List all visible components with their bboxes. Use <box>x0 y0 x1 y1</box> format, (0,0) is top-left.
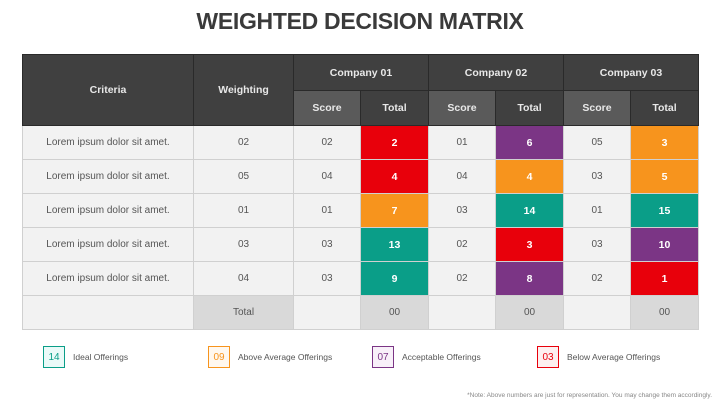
score-cell: 01 <box>563 193 631 228</box>
score-cell: 02 <box>428 261 496 296</box>
empty-cell <box>22 295 194 330</box>
table-row: Lorem ipsum dolor sit amet. 04 03 9 02 8 02 1 <box>22 261 699 296</box>
criteria-cell: Lorem ipsum dolor sit amet. <box>22 159 194 194</box>
table-row: Lorem ipsum dolor sit amet. 01 01 7 03 14 01 15 <box>22 193 699 228</box>
total-cell: 3 <box>495 227 564 262</box>
page-title: WEIGHTED DECISION MATRIX <box>196 8 524 34</box>
legend-swatch: 09 <box>208 346 230 368</box>
header-score: Score <box>428 90 496 126</box>
total-cell: 10 <box>630 227 699 262</box>
legend-item: 14 Ideal Offerings <box>43 346 128 368</box>
criteria-cell: Lorem ipsum dolor sit amet. <box>22 261 194 296</box>
company-total-value: 00 <box>630 295 699 330</box>
company-total-value: 00 <box>495 295 564 330</box>
legend-item: 07 Acceptable Offerings <box>372 346 481 368</box>
score-cell: 03 <box>293 261 361 296</box>
score-cell: 05 <box>563 125 631 160</box>
total-cell: 5 <box>630 159 699 194</box>
score-cell: 01 <box>428 125 496 160</box>
legend-swatch: 07 <box>372 346 394 368</box>
legend-label: Above Average Offerings <box>238 352 333 362</box>
total-cell: 4 <box>360 159 429 194</box>
company-total-value: 00 <box>360 295 429 330</box>
criteria-cell: Lorem ipsum dolor sit amet. <box>22 227 194 262</box>
score-cell: 01 <box>293 193 361 228</box>
score-cell: 03 <box>563 227 631 262</box>
legend-item: 09 Above Average Offerings <box>208 346 332 368</box>
score-cell: 03 <box>293 227 361 262</box>
weighting-cell: 04 <box>193 261 294 296</box>
header-score: Score <box>293 90 361 126</box>
header-company: Company 01 <box>293 54 429 91</box>
total-cell: 14 <box>495 193 564 228</box>
empty-cell <box>293 295 361 330</box>
score-cell: 04 <box>428 159 496 194</box>
header-weighting: Weighting <box>193 54 294 126</box>
legend-label: Below Average Offerings <box>567 352 661 362</box>
weighting-cell: 02 <box>193 125 294 160</box>
legend-swatch: 14 <box>43 346 65 368</box>
score-cell: 03 <box>428 193 496 228</box>
total-cell: 15 <box>630 193 699 228</box>
legend-swatch: 03 <box>537 346 559 368</box>
total-cell: 13 <box>360 227 429 262</box>
legend-label: Acceptable Offerings <box>402 352 481 362</box>
header-total: Total <box>495 90 564 126</box>
score-cell: 02 <box>293 125 361 160</box>
weighting-cell: 05 <box>193 159 294 194</box>
header-total: Total <box>360 90 429 126</box>
total-cell: 2 <box>360 125 429 160</box>
table-row: Lorem ipsum dolor sit amet. 02 02 2 01 6 05 3 <box>22 125 699 160</box>
header-company: Company 02 <box>428 54 564 91</box>
total-row: Total 00 00 00 <box>22 295 699 330</box>
total-cell: 1 <box>630 261 699 296</box>
empty-cell <box>563 295 631 330</box>
weighting-cell: 01 <box>193 193 294 228</box>
header-company: Company 03 <box>563 54 699 91</box>
header-criteria: Criteria <box>22 54 194 126</box>
table-row: Lorem ipsum dolor sit amet. 05 04 4 04 4 03 5 <box>22 159 699 194</box>
table-row: Lorem ipsum dolor sit amet. 03 03 13 02 3 03 10 <box>22 227 699 262</box>
total-cell: 7 <box>360 193 429 228</box>
total-label: Total <box>193 295 294 330</box>
score-cell: 03 <box>563 159 631 194</box>
criteria-cell: Lorem ipsum dolor sit amet. <box>22 125 194 160</box>
total-cell: 4 <box>495 159 564 194</box>
score-cell: 02 <box>428 227 496 262</box>
empty-cell <box>428 295 496 330</box>
criteria-cell: Lorem ipsum dolor sit amet. <box>22 193 194 228</box>
total-cell: 8 <box>495 261 564 296</box>
footnote: *Note: Above numbers are just for repres… <box>467 392 712 399</box>
legend-item: 03 Below Average Offerings <box>537 346 660 368</box>
score-cell: 04 <box>293 159 361 194</box>
total-cell: 9 <box>360 261 429 296</box>
header-score: Score <box>563 90 631 126</box>
legend-label: Ideal Offerings <box>73 352 129 362</box>
score-cell: 02 <box>563 261 631 296</box>
weighting-cell: 03 <box>193 227 294 262</box>
decision-matrix-table: Criteria Weighting Company 01 Company 02… <box>22 54 699 330</box>
total-cell: 3 <box>630 125 699 160</box>
header-total: Total <box>630 90 699 126</box>
total-cell: 6 <box>495 125 564 160</box>
